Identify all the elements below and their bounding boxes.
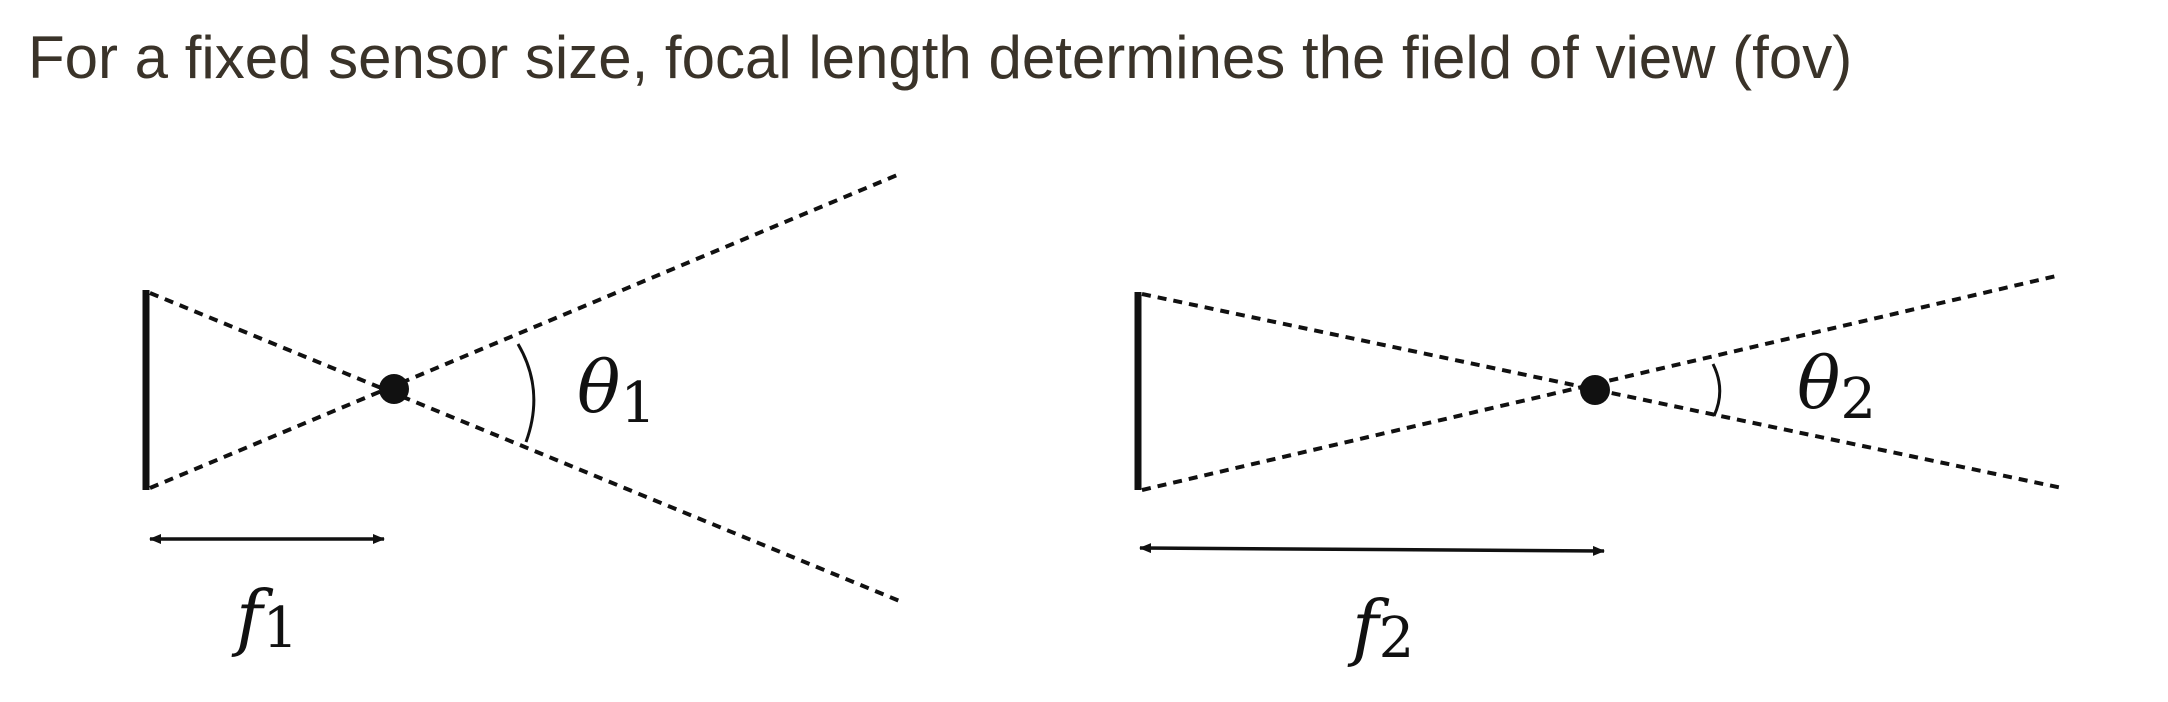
focal-length-1-label: f1 bbox=[231, 575, 298, 661]
ray-upper-1 bbox=[149, 291, 903, 604]
focal-length-2-label: f2 bbox=[1347, 585, 1414, 671]
theta-1-label: θ1 bbox=[577, 345, 656, 436]
pinhole-1 bbox=[379, 374, 409, 404]
slide-title: For a fixed sensor size, focal length de… bbox=[28, 24, 1853, 91]
theta-2-label: θ2 bbox=[1797, 341, 1876, 432]
pinhole-2 bbox=[1580, 375, 1610, 405]
diagram-short-focal: θ1 f1 bbox=[142, 171, 903, 661]
focal-length-arrow-2 bbox=[1139, 543, 1605, 556]
diagram-long-focal: θ2 f2 bbox=[1134, 274, 2063, 671]
fov-angle-arc-1 bbox=[516, 343, 536, 443]
ray-lower-1 bbox=[149, 171, 903, 490]
fov-angle-arc-2 bbox=[1711, 363, 1722, 417]
